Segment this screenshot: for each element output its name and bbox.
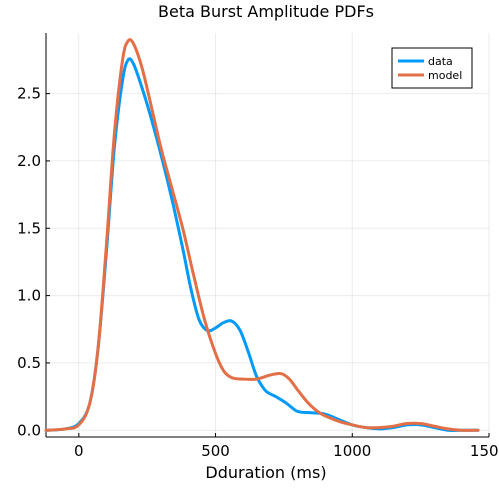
legend-box <box>391 47 473 89</box>
y-tick-label: 2.0 <box>17 152 41 170</box>
x-tick-label: 1000 <box>333 442 371 460</box>
legend-label-model: model <box>428 69 462 82</box>
legend-label-data: data <box>428 55 453 68</box>
series-line-model <box>44 38 480 432</box>
grid <box>46 33 490 437</box>
x-tick-label: 0 <box>74 442 84 460</box>
x-axis-title: Dduration (ms) <box>205 463 326 482</box>
y-tick-label: 1.5 <box>17 219 41 237</box>
series-lines <box>44 38 480 432</box>
axes <box>45 33 490 438</box>
y-tick-label: 1.0 <box>17 287 41 305</box>
chart-title: Beta Burst Amplitude PDFs <box>158 2 374 21</box>
y-tick-label: 0.0 <box>17 421 41 439</box>
y-tick-label: 0.5 <box>17 354 41 372</box>
y-tick-label: 2.5 <box>17 85 41 103</box>
series-line-data <box>44 57 480 432</box>
x-tick-label: 500 <box>201 442 230 460</box>
